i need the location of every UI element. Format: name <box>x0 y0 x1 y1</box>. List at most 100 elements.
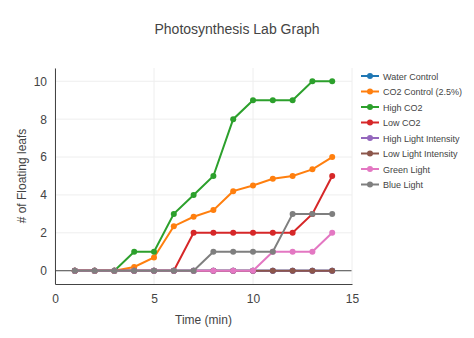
series-line <box>75 157 332 271</box>
y-tick: 4 <box>40 188 55 202</box>
series-marker <box>151 268 157 274</box>
series-marker <box>191 268 197 274</box>
y-tick: 8 <box>40 112 55 126</box>
legend-marker <box>367 120 373 126</box>
series-marker <box>191 268 197 274</box>
series-marker <box>309 211 315 217</box>
x-tick-label: 5 <box>151 292 158 306</box>
legend-marker <box>367 151 373 157</box>
series-marker <box>250 97 256 103</box>
legend-entry: High Light Intensity <box>361 134 460 144</box>
series-marker <box>171 223 177 229</box>
series-marker <box>111 268 117 274</box>
legend-marker <box>367 89 373 95</box>
legend-label: CO2 Control (2.5%) <box>383 87 462 97</box>
grid <box>55 68 352 284</box>
series-marker <box>270 268 276 274</box>
y-axis: 0246810 <box>34 69 56 285</box>
series-marker <box>329 211 335 217</box>
series <box>72 211 335 274</box>
series-marker <box>250 268 256 274</box>
series <box>72 78 335 273</box>
legend: Water Control CO2 Control (2.5%) High CO2 L… <box>361 72 462 191</box>
y-tick: 6 <box>40 150 55 164</box>
series-marker <box>111 268 117 274</box>
legend-entry: High CO2 <box>361 103 423 113</box>
x-tick: 15 <box>346 284 360 306</box>
series-marker <box>92 268 98 274</box>
series-marker <box>270 268 276 274</box>
series-marker <box>151 268 157 274</box>
series-marker <box>92 268 98 274</box>
y-tick-label: 6 <box>40 150 47 164</box>
series-marker <box>111 268 117 274</box>
series-marker <box>131 268 137 274</box>
legend-entry: Water Control <box>361 72 438 82</box>
legend-label: Blue Light <box>383 180 424 190</box>
series-line <box>75 233 332 271</box>
series <box>72 154 335 274</box>
series-marker <box>92 268 98 274</box>
series-marker <box>230 116 236 122</box>
series-marker <box>131 268 137 274</box>
legend-entry: Low Light Intensity <box>361 149 458 159</box>
series-line <box>75 176 332 271</box>
y-tick-label: 10 <box>34 75 48 89</box>
y-grid-line <box>55 194 352 195</box>
series-marker <box>151 268 157 274</box>
series-marker <box>111 268 117 274</box>
series-marker <box>171 268 177 274</box>
series-marker <box>191 268 197 274</box>
series-marker <box>131 268 137 274</box>
series-marker <box>230 249 236 255</box>
plot-area <box>72 78 335 273</box>
y-tick: 2 <box>40 226 55 240</box>
series-marker <box>92 268 98 274</box>
series-marker <box>131 268 137 274</box>
series-marker <box>270 176 276 182</box>
y-axis-line <box>55 69 56 285</box>
series-marker <box>92 268 98 274</box>
series-marker <box>171 268 177 274</box>
series-marker <box>230 188 236 194</box>
series-marker <box>230 268 236 274</box>
legend-label: Low CO2 <box>383 118 421 128</box>
series-marker <box>290 249 296 255</box>
series-marker <box>329 78 335 84</box>
series-marker <box>270 268 276 274</box>
y-axis-title: # of Floating leafs <box>15 129 29 224</box>
series <box>72 173 335 274</box>
series-marker <box>171 268 177 274</box>
legend-label: High Light Intensity <box>383 134 460 144</box>
series-marker <box>250 230 256 236</box>
series-marker <box>329 173 335 179</box>
series-marker <box>171 268 177 274</box>
x-axis-title: Time (min) <box>175 313 232 327</box>
series-marker <box>210 249 216 255</box>
series-marker <box>329 154 335 160</box>
x-tick: 10 <box>247 284 261 306</box>
series-marker <box>290 268 296 274</box>
series-marker <box>309 268 315 274</box>
series-marker <box>270 249 276 255</box>
x-tick-label: 10 <box>247 292 261 306</box>
series-marker <box>191 192 197 198</box>
series-marker <box>230 268 236 274</box>
legend-entry: Green Light <box>361 165 431 175</box>
x-axis-line <box>56 284 353 285</box>
series-marker <box>171 268 177 274</box>
series-marker <box>111 268 117 274</box>
series-marker <box>131 268 137 274</box>
series-marker <box>210 268 216 274</box>
y-grid-line <box>55 119 352 120</box>
series-marker <box>191 268 197 274</box>
series-marker <box>151 268 157 274</box>
series-marker <box>309 268 315 274</box>
series-marker <box>171 211 177 217</box>
series-marker <box>290 211 296 217</box>
series-marker <box>250 182 256 188</box>
series-marker <box>92 268 98 274</box>
series-marker <box>230 268 236 274</box>
series-marker <box>329 268 335 274</box>
series-marker <box>309 211 315 217</box>
